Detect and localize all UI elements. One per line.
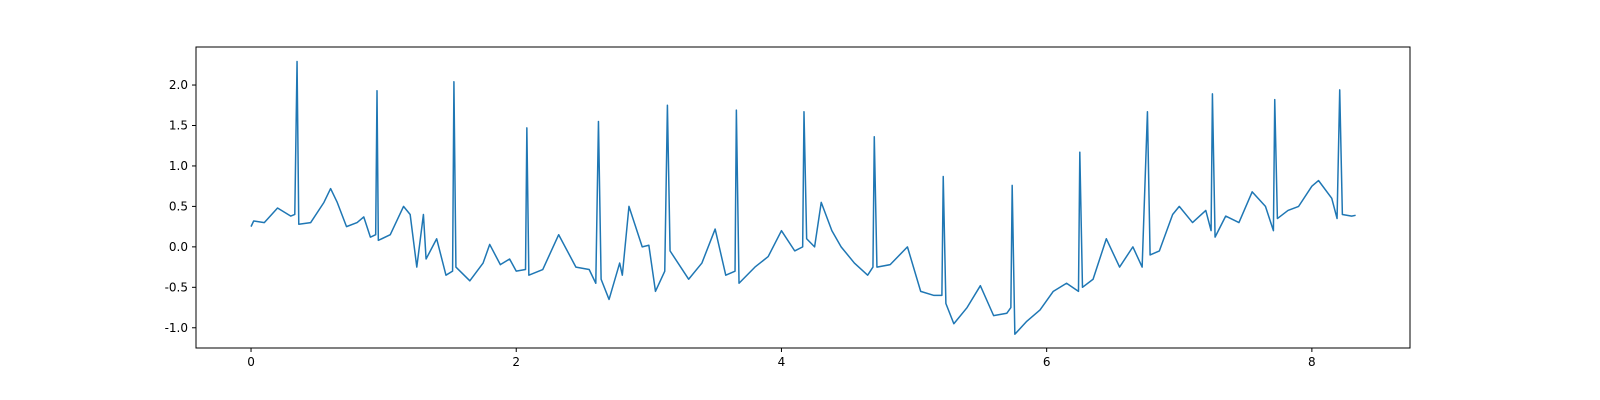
x-tick-label: 0 [247, 355, 255, 369]
y-tick-label: 1.0 [169, 159, 188, 173]
x-tick-label: 8 [1308, 355, 1316, 369]
line-series [250, 60, 1356, 335]
y-tick-label: 0.5 [169, 199, 188, 213]
plot-frame [195, 46, 1411, 349]
y-tick-label: -1.0 [165, 321, 188, 335]
x-tick-label: 4 [778, 355, 786, 369]
y-tick-label: 1.5 [169, 118, 188, 132]
y-tick-label: 2.0 [169, 78, 188, 92]
y-tick-label: 0.0 [169, 240, 188, 254]
x-tick-label: 6 [1043, 355, 1051, 369]
y-tick-label: -0.5 [165, 280, 188, 294]
x-tick-label: 2 [512, 355, 520, 369]
